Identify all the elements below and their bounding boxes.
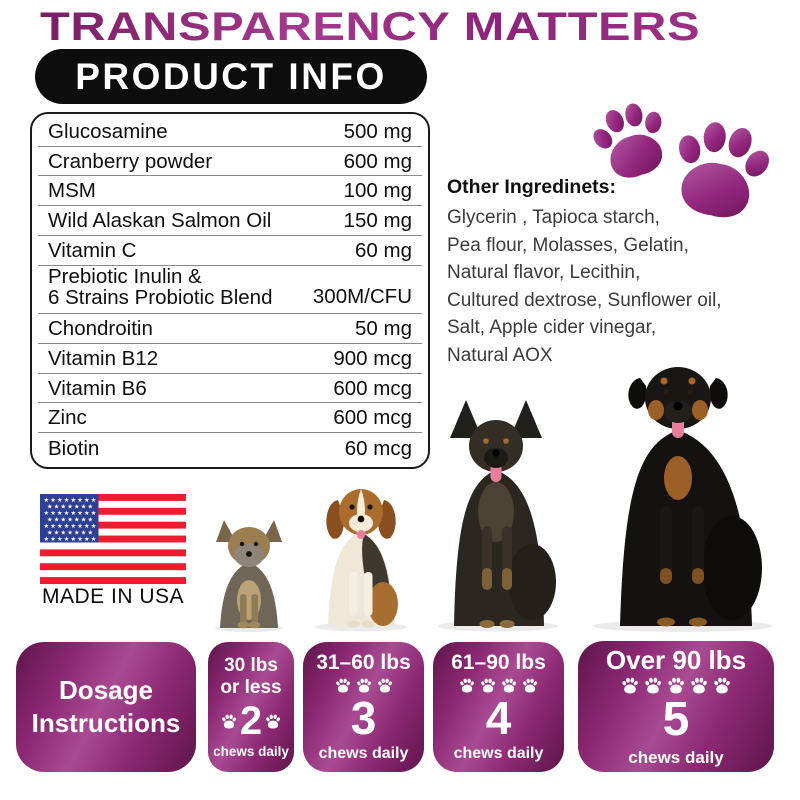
ingredient-amount: 900 mcg [333,346,412,370]
paw-icon [356,678,372,693]
other-ingredients-section: Other Ingredinets: Glycerin , Tapioca st… [447,176,792,369]
dosage-box-over-90lbs: Over 90 lbs 5 chews daily [578,641,774,772]
ingredients-table: Glucosamine 500 mg Cranberry powder 600 … [30,112,430,469]
ingredient-name: Vitamin C [48,238,137,262]
chews-count: 5 [662,692,690,746]
other-ingredients-line: Glycerin , Tapioca starch, [447,207,660,228]
ingredient-name: Vitamin B6 [48,376,147,400]
dosage-instructions-box: Dosage Instructions [16,642,196,772]
paw-icon [221,714,237,729]
svg-text:★★★★★★★★: ★★★★★★★★ [44,510,98,517]
paw-row [459,678,538,693]
chews-daily-caption: chews daily [453,745,544,762]
paw-icon [501,678,517,693]
table-row: Vitamin B12 900 mcg [38,345,422,374]
product-info-badge: PRODUCT INFO [35,49,427,104]
ingredient-amount: 500 mg [343,119,412,143]
other-ingredients-line: Pea flour, Molasses, Gelatin, [447,234,689,256]
dog-yorkshire-terrier-illustration [215,520,283,632]
table-row: MSM 100 mg [38,178,422,207]
other-ingredients-heading: Other Ingredinets: [447,176,617,198]
ingredient-name: Zinc [48,406,87,430]
made-in-usa-label: MADE IN USA [41,585,185,608]
ingredient-amount: 60 mcg [344,436,412,460]
ingredient-name-line2: 6 Strains Probiotic Blend [48,286,273,310]
table-row: Cranberry powder 600 mg [38,148,422,177]
weight-range: 61–90 lbs [451,651,546,674]
paw-row [335,678,393,693]
ingredient-name-line1: Prebiotic Inulin & [48,264,202,288]
ingredient-name: Chondroitin [48,317,153,341]
other-ingredients-line: Natural flavor, Lecithin, [447,262,641,283]
dosage-box-30lbs: 30 lbs or less 2 chews daily [208,642,294,772]
svg-text:★★★★★★★★: ★★★★★★★★ [44,497,98,504]
ingredient-amount: 150 mg [343,209,412,233]
paw-icon [377,678,393,693]
paw-icon [335,678,351,693]
paw-icon [644,677,662,694]
table-row: Biotin 60 mcg [38,434,422,463]
ingredient-amount: 600 mcg [333,406,412,430]
weight-range-line2: or less [220,677,282,698]
paw-icon [667,677,685,694]
usa-flag-icon: ★★★★★★★★ ★★★★★★★ ★★★★★★★★ ★★★★★★★ ★★★★★★… [40,494,186,584]
table-row: Glucosamine 500 mg [38,118,422,147]
dog-rottweiler-illustration [593,367,773,632]
svg-text:★★★★★★★: ★★★★★★★ [47,504,94,511]
table-row: Vitamin B6 600 mcg [38,375,422,404]
table-row: Chondroitin 50 mg [38,315,422,344]
table-row: Vitamin C 60 mg [38,237,422,266]
paw-icon [459,678,475,693]
chews-daily-caption: chews daily [213,744,289,759]
other-ingredients-line: Natural AOX [447,344,553,366]
chews-daily-caption: chews daily [628,747,724,767]
ingredient-name: Prebiotic Inulin & 6 Strains Probiotic B… [48,266,272,309]
chews-count: 4 [485,692,512,744]
weight-range-line1: 30 lbs [224,655,278,676]
table-row: Prebiotic Inulin & 6 Strains Probiotic B… [38,266,422,314]
dosage-box-31-60lbs: 31–60 lbs 3 chews daily [303,642,424,772]
dosage-title-line1: Dosage [59,675,153,705]
page-title: TRANSPARENCY MATTERS [40,5,700,50]
paw-icon [713,677,731,694]
ingredient-name: Wild Alaskan Salmon Oil [48,209,272,233]
weight-range: Over 90 lbs [605,644,747,675]
dosage-title-line2: Instructions [31,708,181,738]
ingredient-amount: 50 mg [355,317,412,341]
other-ingredients-line: Salt, Apple cider vinegar, [447,317,657,338]
weight-range: 31–60 lbs [316,651,411,674]
page-title-text: TRANSPARENCY MATTERS [40,5,701,49]
ingredient-amount: 100 mg [343,179,412,203]
paw-icon [480,678,496,693]
svg-text:★★★★★★★: ★★★★★★★ [47,530,94,537]
table-row: Wild Alaskan Salmon Oil 150 mg [38,207,422,236]
ingredient-name: Vitamin B12 [48,346,159,370]
chews-count: 3 [350,692,377,744]
ingredient-name: Glucosamine [48,119,168,143]
svg-text:★★★★★★★★: ★★★★★★★★ [44,536,98,543]
other-ingredients-line: Cultured dextrose, Sunflower oil, [447,289,722,311]
chews-daily-caption: chews daily [318,745,409,762]
ingredient-amount: 60 mg [355,238,412,262]
ingredient-name: Biotin [48,436,100,460]
paw-icon [621,677,639,694]
svg-text:★★★★★★★: ★★★★★★★ [47,517,94,524]
dog-german-shepherd-illustration [438,400,558,632]
paw-row [621,677,731,694]
ingredient-name: Cranberry powder [48,149,213,173]
paw-icon [265,714,281,729]
dosage-box-61-90lbs: 61–90 lbs 4 chews daily [433,642,564,772]
ingredient-amount: 300M/CFU [312,284,412,308]
chews-count: 2 [239,699,263,743]
paw-icon [690,677,708,694]
svg-text:★★★★★★★★: ★★★★★★★★ [44,523,98,530]
table-row: Zinc 600 mcg [38,405,422,434]
dog-beagle-illustration [315,489,407,632]
ingredient-amount: 600 mg [343,149,412,173]
ingredient-name: MSM [48,179,96,203]
paw-icon [522,678,538,693]
ingredient-amount: 600 mcg [333,376,412,400]
